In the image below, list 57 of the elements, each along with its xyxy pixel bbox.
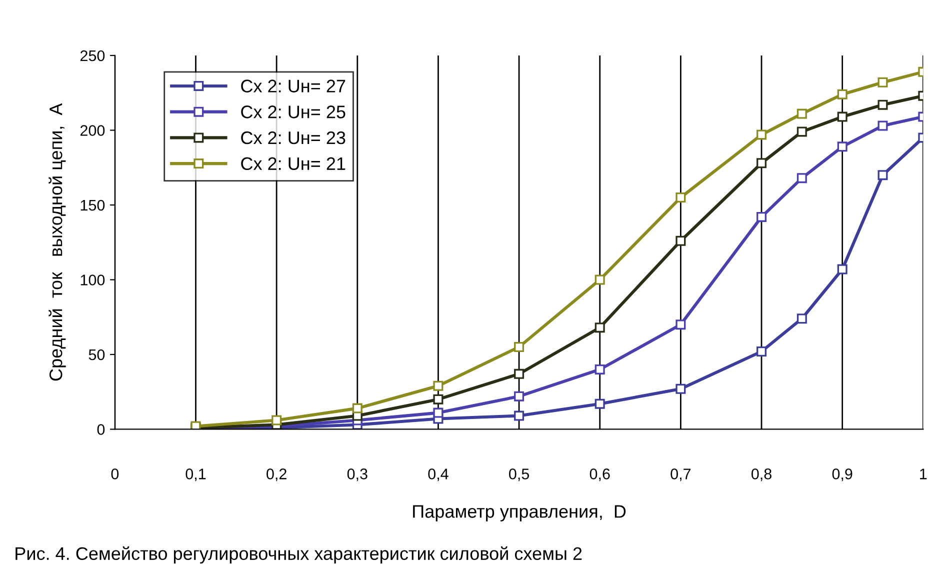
point <box>676 236 686 246</box>
point <box>878 170 888 180</box>
point <box>433 408 444 418</box>
point <box>433 380 444 391</box>
point <box>272 415 282 426</box>
x-tick-label: 0,1 <box>186 468 206 482</box>
point <box>756 346 767 356</box>
x-tick-label: 0 <box>111 468 119 480</box>
x-tick-label: 0,2 <box>266 468 286 482</box>
legend-label: Сх 2: Uн= 21 <box>241 157 346 170</box>
point <box>756 158 767 168</box>
point <box>594 398 605 409</box>
x-tick-label: 0,7 <box>670 468 691 482</box>
y-tick-label: 50 <box>88 349 105 360</box>
point <box>514 410 524 421</box>
point <box>756 212 767 222</box>
point <box>878 120 888 131</box>
point <box>837 89 848 100</box>
point <box>878 100 888 110</box>
point <box>837 112 848 122</box>
point <box>514 391 524 402</box>
x-axis-title: Параметр управления, D <box>413 505 626 522</box>
legend-label: Сх 2: Uн= 25 <box>241 106 346 118</box>
point <box>676 192 686 203</box>
x-tick-label: 0,5 <box>509 468 530 482</box>
legend-label: Сх 2: Uн= 23 <box>241 131 346 144</box>
x-tick-label: 0,6 <box>590 468 610 482</box>
point <box>594 274 605 285</box>
x-tick-label: 0,9 <box>832 468 852 482</box>
text: Рис. 4. Семейство регулировочных характеристик силовой схемы 2 <box>16 546 582 564</box>
point <box>796 314 807 324</box>
y-tick-label: 150 <box>80 200 105 211</box>
point <box>837 264 848 274</box>
point <box>796 108 807 119</box>
point <box>837 142 848 152</box>
point <box>594 364 605 374</box>
legend-label: Сх 2: Uн= 27 <box>241 80 346 92</box>
y-tick-label: 250 <box>80 50 105 62</box>
point <box>878 77 888 88</box>
y-tick-label: 200 <box>80 125 105 136</box>
point <box>796 126 807 137</box>
point <box>352 403 362 414</box>
y-axis-title: Средний ток выходной цепи, А <box>48 103 66 381</box>
point <box>796 173 807 184</box>
x-tick-label: 0,3 <box>347 468 368 482</box>
point <box>676 384 686 394</box>
point <box>756 130 767 140</box>
point <box>514 368 524 379</box>
x-tick-label: 0,4 <box>428 468 448 482</box>
y-tick-label: 100 <box>80 274 105 286</box>
point <box>676 320 686 330</box>
x-tick-label: 0,8 <box>751 468 772 482</box>
point <box>433 394 444 404</box>
point <box>514 342 524 352</box>
y-tick-label: 0 <box>97 424 105 435</box>
x-tick-label: 1 <box>920 468 927 480</box>
point <box>594 322 605 333</box>
